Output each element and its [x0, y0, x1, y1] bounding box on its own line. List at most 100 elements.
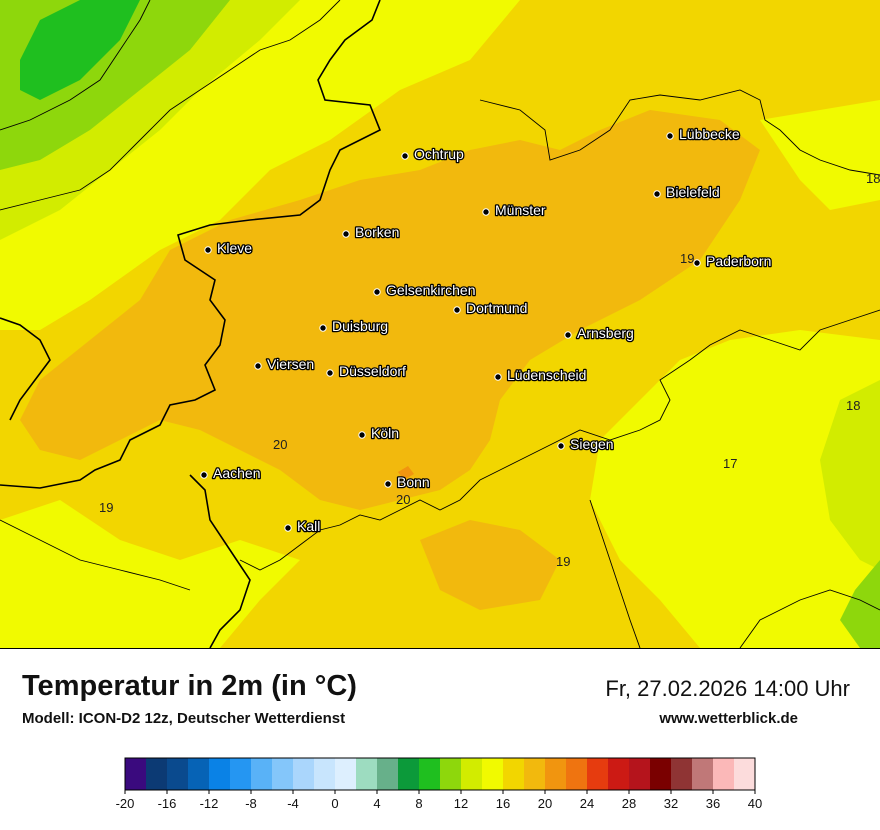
- city-markers: Lübbecke Ochtrup Bielefeld Münster Borke…: [200, 125, 773, 535]
- legend-swatch: [356, 758, 378, 790]
- city-label: Kall: [297, 518, 320, 534]
- temp-zone-darkgreen-northwest: [20, 0, 140, 100]
- city-marker-aachen[interactable]: Aachen: [200, 464, 262, 482]
- temp-zone-orange-core: [20, 110, 760, 510]
- legend-swatch: [314, 758, 336, 790]
- legend-swatch: [671, 758, 693, 790]
- legend-swatch: [377, 758, 399, 790]
- legend-tick-label: 16: [496, 796, 510, 811]
- city-marker-borken[interactable]: Borken: [342, 223, 401, 241]
- temp-zone-orange-south: [420, 520, 560, 610]
- temp-zone-yellow-west: [0, 0, 880, 330]
- city-marker-paderborn[interactable]: Paderborn: [693, 252, 773, 270]
- city-label: Siegen: [570, 436, 614, 452]
- legend-swatch: [713, 758, 735, 790]
- legend-swatch: [440, 758, 462, 790]
- color-legend: -20 -16 -12 -8 -4 0 4 8 12 16 20 24 28 32 36 40: [116, 757, 762, 811]
- city-marker-luedenscheid[interactable]: Lüdenscheid: [494, 366, 588, 384]
- city-label: Köln: [371, 425, 399, 441]
- legend-swatch: [692, 758, 714, 790]
- city-marker-duesseldorf[interactable]: Düsseldorf: [326, 362, 407, 380]
- legend-swatch: [398, 758, 420, 790]
- legend-tick-label: 4: [373, 796, 380, 811]
- city-label: Ochtrup: [414, 146, 464, 162]
- legend-tick-label: 32: [664, 796, 678, 811]
- legend-swatch: [545, 758, 567, 790]
- temp-zone-yellow-east: [590, 330, 880, 648]
- city-label: Gelsenkirchen: [386, 282, 476, 298]
- legend-tick-label: 20: [538, 796, 552, 811]
- temp-zone-yellow-northeast: [760, 100, 880, 210]
- city-marker-siegen[interactable]: Siegen: [557, 435, 615, 453]
- legend-tick-label: 40: [748, 796, 762, 811]
- city-marker-kall[interactable]: Kall: [284, 517, 322, 535]
- country-borders: [0, 0, 382, 648]
- legend-tick-label: -8: [245, 796, 257, 811]
- legend-tick-label: 12: [454, 796, 468, 811]
- temp-zone-orange-hotspot: [398, 466, 414, 480]
- city-label: Bonn: [397, 474, 430, 490]
- city-marker-duisburg[interactable]: Duisburg: [319, 317, 389, 335]
- city-label: Dortmund: [466, 300, 527, 316]
- legend-swatch: [524, 758, 546, 790]
- city-label: Duisburg: [332, 318, 388, 334]
- city-marker-viersen[interactable]: Viersen: [254, 355, 316, 373]
- city-marker-ochtrup[interactable]: Ochtrup: [401, 145, 465, 163]
- temp-zone-lightgreen-southeast: [840, 560, 880, 648]
- isotherm-label: 19: [99, 500, 113, 515]
- legend-swatch: [734, 758, 756, 790]
- city-marker-kleve[interactable]: Kleve: [204, 239, 254, 257]
- legend-tick-label: 28: [622, 796, 636, 811]
- legend-swatch: [209, 758, 231, 790]
- city-label: Kleve: [217, 240, 252, 256]
- legend-swatch: [587, 758, 609, 790]
- legend-swatch: [230, 758, 252, 790]
- city-marker-arnsberg[interactable]: Arnsberg: [564, 324, 635, 342]
- model-source: Modell: ICON-D2 12z, Deutscher Wetterdie…: [22, 710, 346, 727]
- state-borders: [0, 0, 880, 648]
- city-label: Paderborn: [706, 253, 771, 269]
- city-marker-gelsenkirchen[interactable]: Gelsenkirchen: [373, 281, 477, 299]
- legend-ticks: -20 -16 -12 -8 -4 0 4 8 12 16 20 24 28 32 36 40: [116, 790, 762, 811]
- city-marker-luebbecke[interactable]: Lübbecke: [666, 125, 741, 143]
- city-label: Aachen: [213, 465, 260, 481]
- legend-swatch: [146, 758, 168, 790]
- legend-tick-label: -20: [116, 796, 135, 811]
- temp-zone-lightgreen-east: [820, 380, 880, 570]
- temperature-map: 18 19 18 17 20 20 19 19 Lübbecke Ochtrup…: [0, 0, 880, 649]
- isotherm-label: 20: [396, 492, 410, 507]
- isotherm-labels: 18 19 18 17 20 20 19 19: [99, 171, 880, 569]
- legend-tick-label: 36: [706, 796, 720, 811]
- legend-tick-label: 24: [580, 796, 594, 811]
- legend-swatch: [419, 758, 441, 790]
- city-marker-muenster[interactable]: Münster: [482, 201, 547, 219]
- website-link[interactable]: www.wetterblick.de: [659, 710, 798, 727]
- legend-swatch: [650, 758, 672, 790]
- city-marker-koeln[interactable]: Köln: [358, 424, 400, 442]
- legend-swatch: [608, 758, 630, 790]
- city-label: Lüdenscheid: [507, 367, 586, 383]
- legend-swatch: [293, 758, 315, 790]
- legend-tick-label: -12: [200, 796, 219, 811]
- legend-tick-label: 8: [415, 796, 422, 811]
- isotherm-label: 19: [680, 251, 694, 266]
- isotherm-label: 19: [556, 554, 570, 569]
- city-marker-bielefeld[interactable]: Bielefeld: [653, 183, 721, 201]
- map-title: Temperatur in 2m (in °C): [22, 670, 357, 702]
- isotherm-label: 18: [846, 398, 860, 413]
- legend-swatch: [188, 758, 210, 790]
- city-label: Lübbecke: [679, 126, 740, 142]
- city-marker-bonn[interactable]: Bonn: [384, 473, 431, 491]
- city-marker-dortmund[interactable]: Dortmund: [453, 299, 529, 317]
- legend-swatch: [251, 758, 273, 790]
- city-label: Düsseldorf: [339, 363, 406, 379]
- legend-frame: [124, 757, 756, 791]
- legend-tick-label: -4: [287, 796, 299, 811]
- city-label: Münster: [495, 202, 546, 218]
- isotherm-label: 20: [273, 437, 287, 452]
- legend-swatch: [335, 758, 357, 790]
- legend-swatch: [125, 758, 147, 790]
- city-label: Borken: [355, 224, 399, 240]
- temp-zone-yellow-southwest: [0, 500, 300, 648]
- city-label: Bielefeld: [666, 184, 720, 200]
